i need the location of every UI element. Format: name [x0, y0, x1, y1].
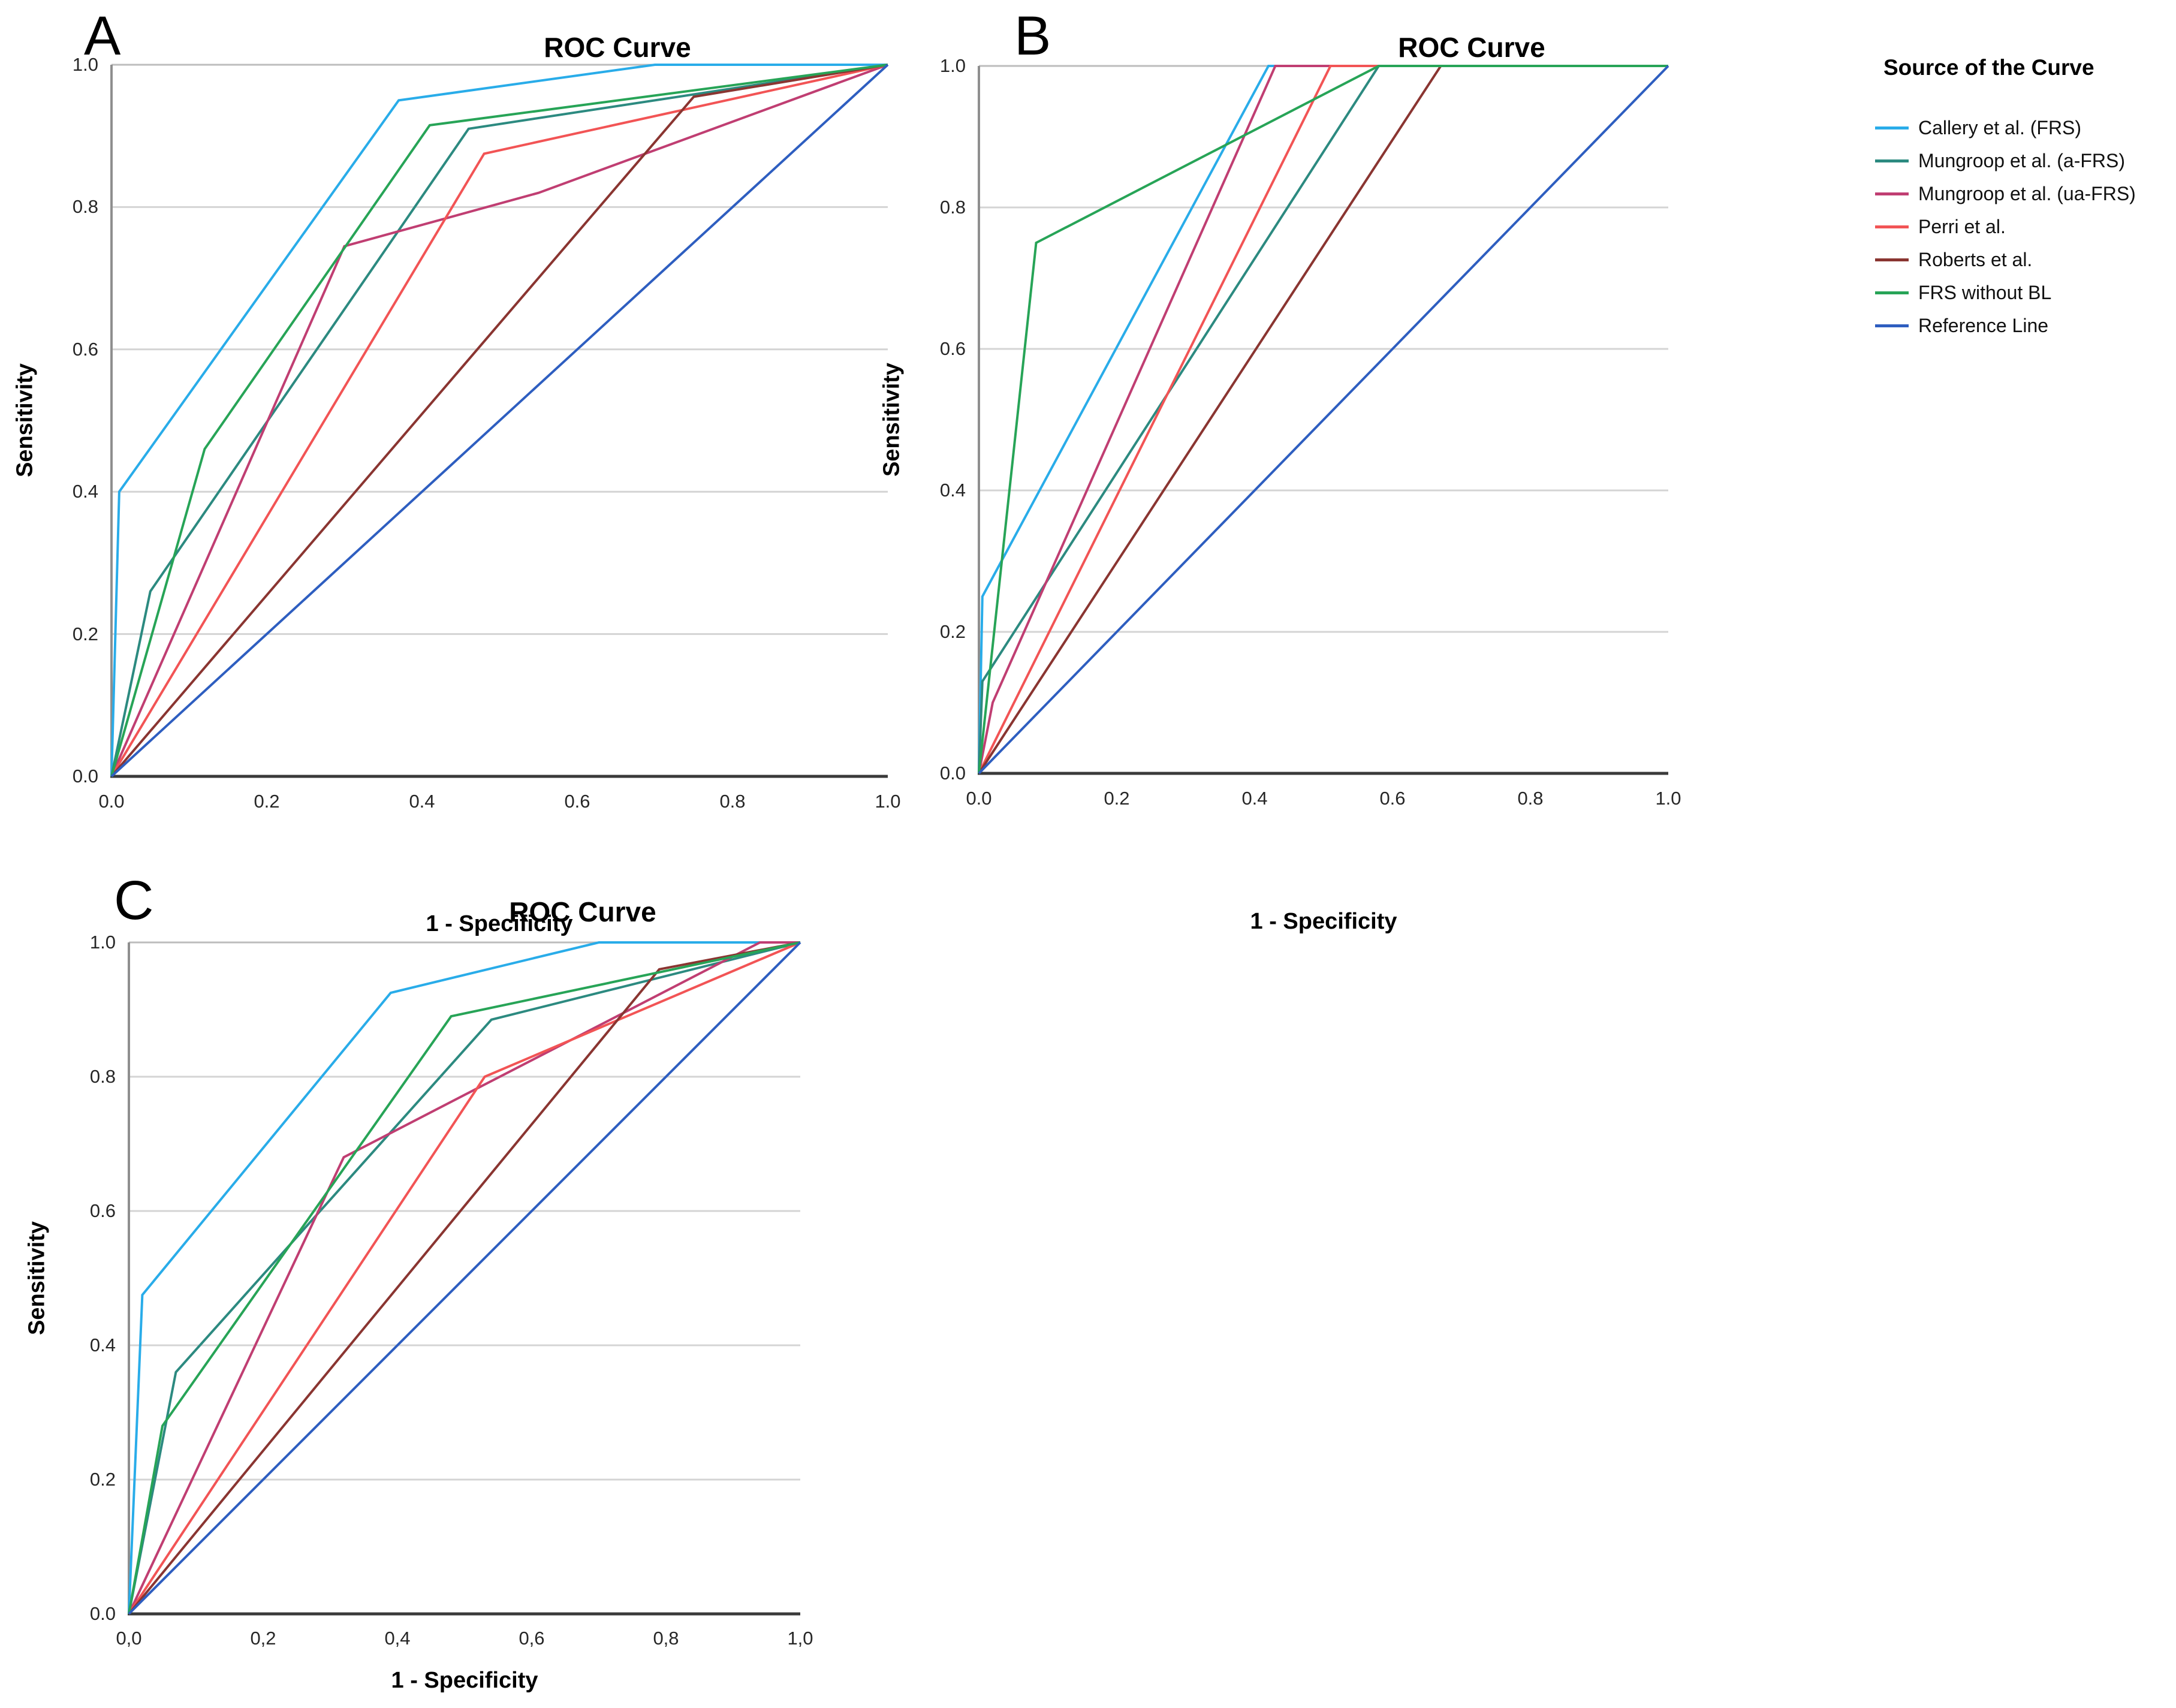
roc-line-frs-without-bl [110, 64, 888, 777]
legend-item-label: Mungroop et al. (ua-FRS) [1918, 183, 2136, 204]
chart-c-title: ROC Curve [509, 896, 656, 927]
legend-item-label: Reference Line [1918, 315, 2049, 336]
x-tick-label: 0.2 [1104, 788, 1130, 809]
y-tick-label: 0.2 [89, 1469, 116, 1490]
y-tick-label: 1.0 [89, 932, 116, 953]
legend-item: Callery et al. (FRS) [1875, 112, 2136, 144]
legend-item-label: Perri et al. [1918, 216, 2006, 237]
chart-a-title: ROC Curve [544, 32, 691, 63]
roc-line-callery-et-al-frs- [110, 64, 888, 777]
y-tick-label: 0.8 [72, 196, 98, 218]
x-tick-label: 0,8 [653, 1628, 679, 1649]
x-tick-label: 0.4 [1241, 788, 1268, 809]
x-tick-label: 0,6 [519, 1628, 545, 1649]
roc-line-mungroop-et-al-ua-frs- [110, 64, 888, 777]
y-tick-label: 0.2 [939, 621, 966, 642]
legend-swatch-line [1875, 192, 1909, 195]
y-tick-label: 0.0 [939, 763, 966, 784]
roc-line-perri-et-al- [128, 941, 801, 1615]
y-tick-label: 0.2 [72, 623, 98, 644]
roc-line-reference-line [978, 65, 1669, 775]
x-tick-label: 0.0 [966, 788, 992, 809]
y-tick-label: 0.6 [72, 338, 98, 360]
y-tick-label: 1.0 [72, 54, 98, 75]
panel-label-c: C [114, 870, 154, 931]
legend-item-label: Callery et al. (FRS) [1918, 117, 2082, 138]
x-tick-label: 0.8 [719, 791, 746, 812]
legend-title: Source of the Curve [1883, 55, 2094, 80]
y-tick-label: 0.8 [939, 197, 966, 218]
legend-item-label: Mungroop et al. (a-FRS) [1918, 150, 2126, 171]
y-tick-label: 0.0 [72, 766, 98, 787]
legend-item: FRS without BL [1875, 276, 2136, 309]
y-tick-label: 0.6 [89, 1200, 116, 1221]
legend-swatch-line [1875, 324, 1909, 327]
roc-line-roberts-et-al- [110, 64, 888, 778]
legend-swatch-line [1875, 126, 1909, 129]
y-tick-label: 1.0 [939, 55, 966, 76]
legend-item-label: Roberts et al. [1918, 249, 2033, 270]
chart-a-y-title: Sensitivity [12, 363, 38, 478]
legend-item-label: FRS without BL [1918, 282, 2052, 303]
x-tick-label: 0,4 [384, 1628, 411, 1649]
x-tick-label: 0.8 [1517, 788, 1544, 809]
legend-item: Mungroop et al. (a-FRS) [1875, 144, 2136, 177]
chart-a-x-title: 1 - Specificity [426, 911, 573, 936]
x-tick-label: 0,2 [250, 1628, 276, 1649]
y-tick-label: 0.0 [89, 1603, 116, 1624]
legend-item: Reference Line [1875, 309, 2136, 342]
chart-c-y-title: Sensitivity [24, 1221, 50, 1336]
x-tick-label: 1.0 [1655, 788, 1681, 809]
y-tick-label: 0.4 [939, 480, 966, 501]
y-tick-label: 0.6 [939, 338, 966, 359]
roc-line-mungroop-et-al-a-frs- [128, 941, 801, 1614]
chart-c-x-title: 1 - Specificity [391, 1668, 538, 1693]
x-tick-label: 0.6 [564, 791, 590, 812]
roc-line-reference-line [128, 941, 801, 1615]
x-tick-label: 0.4 [409, 791, 435, 812]
x-tick-label: 1.0 [875, 791, 901, 812]
x-tick-label: 0,0 [116, 1628, 142, 1649]
chart-b-title: ROC Curve [1398, 32, 1545, 63]
legend-item: Mungroop et al. (ua-FRS) [1875, 177, 2136, 210]
roc-line-callery-et-al-frs- [128, 941, 800, 1614]
roc-line-frs-without-bl [978, 65, 1668, 774]
panel-label-b: B [1014, 5, 1051, 67]
panel-label-a: A [84, 5, 121, 67]
roc-line-perri-et-al- [110, 64, 888, 778]
legend-swatch-line [1875, 291, 1909, 294]
roc-line-mungroop-et-al-a-frs- [110, 64, 888, 777]
x-tick-label: 1,0 [787, 1628, 813, 1649]
legend: Source of the Curve Callery et al. (FRS)… [1875, 55, 2136, 342]
y-tick-label: 0.4 [89, 1335, 116, 1355]
chart-b-x-title: 1 - Specificity [1250, 909, 1397, 934]
x-tick-label: 0.0 [98, 791, 125, 812]
y-tick-label: 0.8 [89, 1066, 116, 1087]
legend-item: Roberts et al. [1875, 243, 2136, 276]
legend-items: Callery et al. (FRS) Mungroop et al. (a-F… [1875, 112, 2136, 342]
legend-swatch-line [1875, 258, 1909, 261]
legend-swatch-line [1875, 225, 1909, 228]
chart-b-y-title: Sensitivity [879, 362, 905, 477]
legend-swatch-line [1875, 159, 1909, 162]
roc-line-reference-line [110, 64, 889, 778]
roc-line-frs-without-bl [128, 941, 801, 1614]
x-tick-label: 0.2 [254, 791, 280, 812]
x-tick-label: 0.6 [1379, 788, 1406, 809]
legend-item: Perri et al. [1875, 210, 2136, 243]
roc-line-mungroop-et-al-ua-frs- [128, 941, 800, 1614]
y-tick-label: 0.4 [72, 481, 98, 502]
